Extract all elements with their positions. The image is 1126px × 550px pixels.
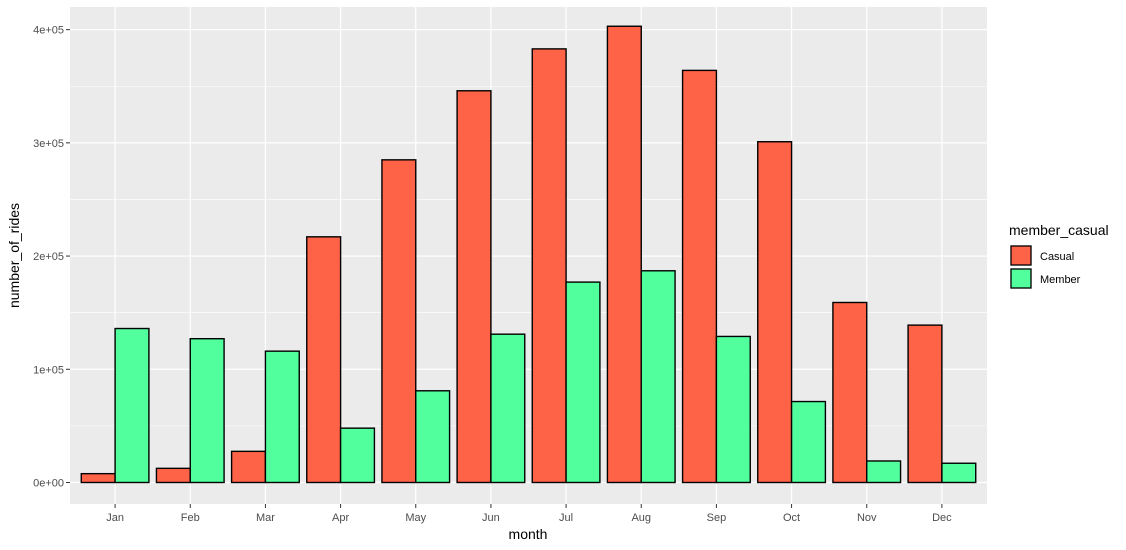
x-tick-label: Aug [631,512,651,524]
legend: member_casual Casual Member [1009,222,1109,289]
bar-member-mar [265,351,299,482]
x-tick-label: Nov [857,512,877,524]
x-tick-label: Oct [783,512,800,524]
legend-swatch-member [1011,269,1031,288]
y-tick-label: 3e+05 [33,138,64,150]
bar-casual-feb [156,468,190,482]
x-tick-label: Sep [707,512,727,524]
legend-items: Casual Member [1010,245,1081,289]
y-tick-label: 2e+05 [33,251,64,263]
y-axis-title: number_of_rides [6,203,22,308]
x-axis: Jan Feb Mar Apr May Jun Jul Aug Sep Oct Nov Dec [106,504,952,524]
bar-member-jan [115,329,149,483]
x-axis-title: month [509,526,548,542]
legend-label-casual: Casual [1040,251,1074,263]
bar-member-aug [641,271,675,483]
x-tick-label: Apr [332,512,349,524]
bar-member-feb [190,339,224,483]
bar-member-nov [867,461,901,483]
bar-casual-apr [307,237,341,483]
x-tick-label: Mar [256,512,275,524]
bar-member-jun [491,334,525,482]
bar-member-sep [716,336,750,482]
bar-casual-jan [81,474,115,483]
bar-casual-dec [908,325,942,482]
y-tick-label: 4e+05 [33,25,64,37]
legend-title: member_casual [1009,222,1109,238]
bar-casual-aug [607,26,641,482]
bar-casual-jun [457,91,491,483]
x-tick-label: Dec [932,512,952,524]
x-tick-label: May [405,512,426,524]
bar-member-dec [942,463,976,482]
x-tick-label: Jun [482,512,500,524]
x-tick-label: Jul [559,512,573,524]
legend-label-member: Member [1040,274,1081,286]
y-tick-label: 0e+00 [33,477,64,489]
bar-casual-mar [232,451,266,482]
bar-member-may [416,391,450,483]
x-tick-label: Feb [181,512,200,524]
bar-casual-sep [683,70,717,482]
y-axis: 0e+00 1e+05 2e+05 3e+05 4e+05 [33,25,70,490]
bar-member-apr [341,428,375,482]
bar-member-jul [566,282,600,482]
bar-casual-jul [532,49,566,483]
legend-swatch-casual [1011,246,1031,265]
bar-member-oct [792,402,826,483]
bar-casual-may [382,160,416,483]
x-tick-label: Jan [106,512,124,524]
bar-casual-oct [758,142,792,483]
bar-casual-nov [833,302,867,482]
y-tick-label: 1e+05 [33,364,64,376]
